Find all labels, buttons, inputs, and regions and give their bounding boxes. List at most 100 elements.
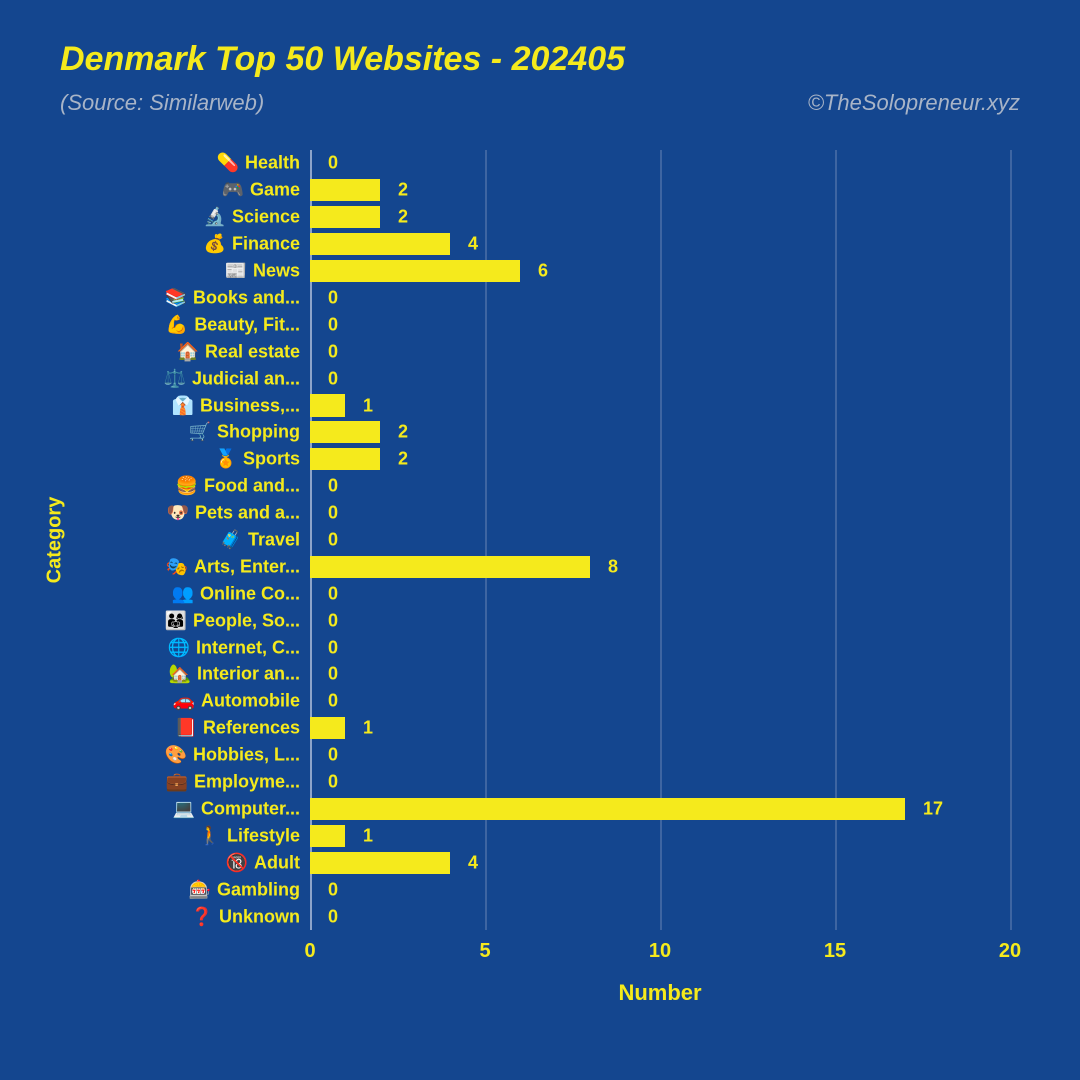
category-label: 🏅Sports	[215, 449, 310, 470]
category-emoji-icon: 📰	[225, 261, 247, 282]
bar-value: 0	[328, 503, 338, 524]
category-text: References	[203, 718, 300, 739]
bar-value: 0	[328, 153, 338, 174]
category-emoji-icon: 🚗	[173, 691, 195, 712]
bar-value: 0	[328, 691, 338, 712]
bar-value: 0	[328, 879, 338, 900]
category-label: 🐶Pets and a...	[167, 503, 310, 524]
bar	[310, 206, 380, 228]
category-text: Food and...	[204, 476, 300, 497]
bar	[310, 179, 380, 201]
category-text: Books and...	[193, 287, 300, 308]
category-text: Real estate	[205, 341, 300, 362]
bar	[310, 852, 450, 874]
category-label: 🌐Internet, C...	[168, 637, 310, 658]
bar-value: 8	[608, 556, 618, 577]
bar-value: 4	[468, 234, 478, 255]
category-text: Business,...	[200, 395, 300, 416]
bar	[310, 448, 380, 470]
category-label: 🧳Travel	[220, 529, 310, 550]
chart-title: Denmark Top 50 Websites - 202405	[60, 40, 625, 79]
category-label: 💼 Employme...	[166, 772, 310, 793]
chart-source: (Source: Similarweb)	[60, 90, 264, 116]
bar	[310, 798, 905, 820]
category-label: 💪Beauty, Fit...	[166, 314, 310, 335]
category-emoji-icon: 🚶	[199, 825, 221, 846]
category-label: 📰 News	[225, 261, 310, 282]
category-emoji-icon: 🏠	[177, 341, 199, 362]
category-text: Health	[245, 153, 300, 174]
category-text: Travel	[248, 529, 300, 550]
category-emoji-icon: 👔	[172, 395, 194, 416]
x-axis-label: Number	[618, 980, 701, 1006]
category-label: 💊 Health	[217, 153, 310, 174]
category-text: Online Co...	[200, 583, 300, 604]
bar-value: 0	[328, 906, 338, 927]
category-text: Science	[232, 207, 300, 228]
category-emoji-icon: 💻	[173, 798, 195, 819]
bar-value: 0	[328, 287, 338, 308]
bar	[310, 394, 345, 416]
category-label: 👔 Business,...	[172, 395, 310, 416]
bar-value: 4	[468, 852, 478, 873]
bar	[310, 421, 380, 443]
bar-value: 0	[328, 637, 338, 658]
category-emoji-icon: 🌐	[168, 637, 190, 658]
plot-area: Number 05101520💊Health0🎮Game2🔬Science2💰F…	[310, 150, 1010, 930]
category-emoji-icon: 💊	[217, 153, 239, 174]
category-emoji-icon: ❓	[191, 906, 213, 927]
bar-value: 0	[328, 529, 338, 550]
bar-value: 0	[328, 476, 338, 497]
category-text: Interior an...	[197, 664, 300, 685]
category-emoji-icon: 🎭	[166, 556, 188, 577]
bar-value: 1	[363, 395, 373, 416]
bar-value: 1	[363, 825, 373, 846]
category-text: Beauty, Fit...	[194, 314, 300, 335]
category-emoji-icon: 🏅	[215, 449, 237, 470]
category-label: 🎨Hobbies, L...	[165, 745, 310, 766]
category-text: Gambling	[217, 879, 300, 900]
category-emoji-icon: 🎮	[222, 180, 244, 201]
category-emoji-icon: 💼	[166, 772, 188, 793]
category-text: Unknown	[219, 906, 300, 927]
bar-value: 2	[398, 449, 408, 470]
bar	[310, 717, 345, 739]
category-label: 👥 Online Co...	[172, 583, 310, 604]
bar-value: 0	[328, 583, 338, 604]
category-label: ❓ Unknown	[191, 906, 310, 927]
category-emoji-icon: 🛒	[189, 422, 211, 443]
bar	[310, 556, 590, 578]
x-tick: 15	[824, 940, 846, 963]
category-emoji-icon: 👨‍👩‍👧	[165, 610, 187, 631]
category-emoji-icon: 🎨	[165, 745, 187, 766]
category-label: 👨‍👩‍👧People, So...	[165, 610, 310, 631]
bar-value: 0	[328, 314, 338, 335]
category-emoji-icon: 📚	[165, 287, 187, 308]
category-emoji-icon: 🍔	[176, 476, 198, 497]
category-text: Pets and a...	[195, 503, 300, 524]
category-text: Automobile	[201, 691, 300, 712]
bar-value: 0	[328, 610, 338, 631]
bar-value: 2	[398, 207, 408, 228]
category-text: Finance	[232, 234, 300, 255]
category-label: 🏡Interior an...	[169, 664, 310, 685]
category-emoji-icon: 👥	[172, 583, 194, 604]
category-emoji-icon: ⚖️	[164, 368, 186, 389]
category-text: Shopping	[217, 422, 300, 443]
category-label: ⚖️ Judicial an...	[164, 368, 310, 389]
bar	[310, 260, 520, 282]
bar-value: 0	[328, 341, 338, 362]
category-label: 📚 Books and...	[165, 287, 310, 308]
category-label: 📕 References	[175, 718, 310, 739]
category-text: Game	[250, 180, 300, 201]
category-emoji-icon: 📕	[175, 718, 197, 739]
category-label: 🔞Adult	[226, 852, 310, 873]
bar-value: 0	[328, 664, 338, 685]
category-text: Arts, Enter...	[194, 556, 300, 577]
gridline	[1010, 150, 1012, 930]
category-text: Judicial an...	[192, 368, 300, 389]
category-label: 🍔 Food and...	[176, 476, 310, 497]
category-text: News	[253, 261, 300, 282]
bar-value: 0	[328, 368, 338, 389]
category-text: Employme...	[194, 772, 300, 793]
